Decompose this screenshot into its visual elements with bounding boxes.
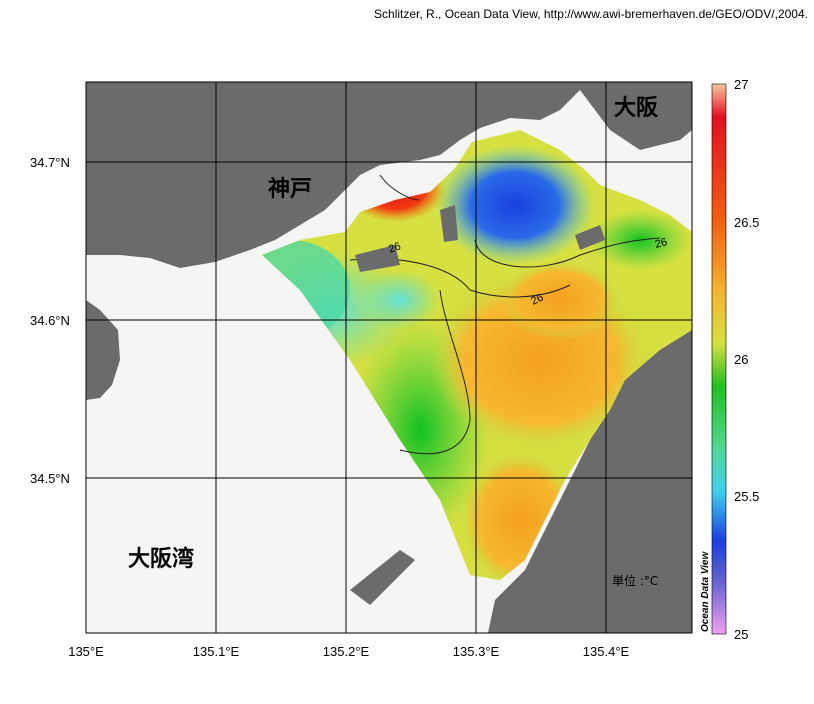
contour-label: 26 (387, 240, 403, 255)
label-osaka: 大阪 (614, 96, 658, 121)
plot-area: 26 26 26 大阪 神戸 大阪湾 単位 :°C (86, 82, 692, 633)
label-kobe: 神戸 (268, 176, 312, 202)
colorbar-tick: 26.5 (734, 215, 759, 230)
colorbar-title: Ocean Data View (700, 551, 711, 632)
lon-tick: 135.3°E (453, 644, 500, 659)
port-island (350, 550, 415, 605)
colorbar-tick: 26 (734, 352, 748, 367)
port-island (355, 245, 400, 272)
port-island (440, 205, 458, 242)
lat-tick: 34.7°N (30, 155, 70, 170)
title-area (86, 30, 692, 82)
north-land (86, 82, 692, 268)
colorbar-scale (711, 83, 727, 635)
colorbar: 27 26.5 26 25.5 25 Ocean Data View (700, 77, 759, 642)
lon-tick: 135.1°E (193, 644, 240, 659)
port-island (575, 225, 605, 250)
contour-label: 26 (529, 292, 545, 308)
colorbar-tick: 25.5 (734, 489, 759, 504)
contour-line (474, 237, 661, 268)
east-land (488, 230, 692, 633)
map-frame (85, 81, 693, 634)
graticule (86, 82, 692, 633)
credit-text: Schlitzer, R., Ocean Data View, http://w… (374, 7, 808, 21)
lat-tick: 34.6°N (30, 313, 70, 328)
contour-line (399, 289, 471, 455)
lon-tick: 135.2°E (323, 644, 370, 659)
contour-line (379, 174, 421, 201)
lon-tick: 135.4°E (583, 644, 630, 659)
lon-tick: 135°E (68, 644, 104, 659)
colorbar-tick: 25 (734, 627, 748, 642)
contour-label: 26 (654, 236, 669, 251)
unit-label: 単位 :°C (612, 573, 658, 588)
label-osaka-bay: 大阪湾 (128, 546, 194, 572)
lat-tick: 34.5°N (30, 471, 70, 486)
colorbar-tick: 27 (734, 77, 748, 92)
awaji-land (86, 300, 120, 400)
